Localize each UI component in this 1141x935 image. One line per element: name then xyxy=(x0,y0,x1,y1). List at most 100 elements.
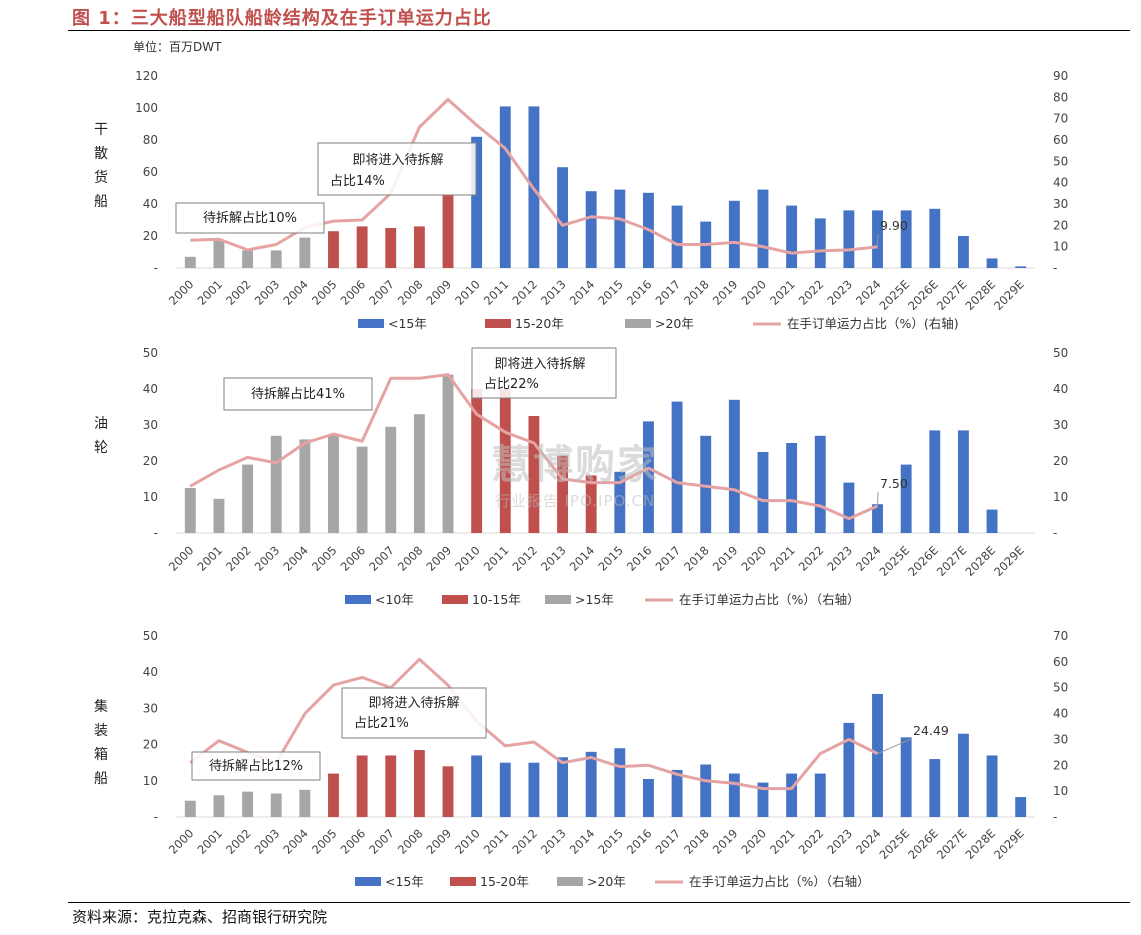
category-label: 2007 xyxy=(366,826,397,857)
bar xyxy=(643,778,654,817)
bar xyxy=(299,237,311,268)
category-label: 2000 xyxy=(166,826,197,857)
bar xyxy=(900,210,912,268)
right-tick-label: - xyxy=(1053,526,1057,540)
bar xyxy=(929,430,941,533)
category-label: 2026E xyxy=(905,826,941,862)
left-tick-label: 20 xyxy=(143,229,158,243)
right-tick-label: 80 xyxy=(1053,90,1068,104)
legend-label: >15年 xyxy=(575,592,614,607)
right-tick-label: 70 xyxy=(1053,112,1068,126)
bar xyxy=(872,504,883,533)
right-tick-label: 60 xyxy=(1053,655,1068,669)
side-label-char: 集 xyxy=(94,699,108,715)
legend-label: 在手订单运力占比（%）（右轴） xyxy=(689,874,870,889)
legend-label: 15-20年 xyxy=(480,874,529,889)
bar xyxy=(900,737,912,817)
bar xyxy=(528,416,540,533)
category-label: 2015 xyxy=(595,826,626,857)
side-label-char: 货 xyxy=(94,170,108,186)
bar xyxy=(413,750,425,817)
right-tick-label: 10 xyxy=(1053,784,1068,798)
left-tick-label: 60 xyxy=(143,165,158,179)
bar xyxy=(242,464,254,533)
right-tick-label: 20 xyxy=(1053,454,1068,468)
bar xyxy=(986,509,998,533)
bar xyxy=(356,755,368,817)
right-tick-label: 60 xyxy=(1053,133,1068,147)
legend-swatch xyxy=(442,595,468,604)
right-tick-label: 50 xyxy=(1053,681,1068,695)
annotation-text: 占比21% xyxy=(354,716,409,731)
bar xyxy=(929,759,941,817)
bar xyxy=(499,389,511,533)
annotation-text: 即将进入待拆解 xyxy=(494,357,585,372)
annotation-box xyxy=(341,687,487,739)
bar xyxy=(499,762,511,817)
bar xyxy=(814,773,826,817)
bar xyxy=(671,401,683,533)
bar xyxy=(728,399,740,533)
bar xyxy=(814,435,826,533)
left-tick-label: 30 xyxy=(143,701,158,715)
left-tick-label: 40 xyxy=(143,665,158,679)
bar xyxy=(614,189,626,268)
orderbook-line xyxy=(189,373,879,521)
bar xyxy=(328,231,339,268)
tanker-chart: -1020304050-1020304050200020012002200320… xyxy=(143,346,1069,607)
bar xyxy=(356,226,368,268)
annotation-box xyxy=(317,142,477,196)
watermark-line2: 行业报告 IPO.IPO.CN xyxy=(494,492,656,510)
legend-swatch xyxy=(625,319,651,328)
annotation-box xyxy=(175,202,325,234)
annotation-text: 即将进入待拆解 xyxy=(368,696,459,711)
bar xyxy=(614,748,626,817)
side-label-char: 船 xyxy=(94,771,108,787)
bar xyxy=(442,766,454,817)
category-label: 2001 xyxy=(194,826,225,857)
category-label: 2010 xyxy=(452,826,483,857)
bar xyxy=(929,208,941,268)
bar xyxy=(671,769,683,817)
bar xyxy=(328,773,339,817)
category-label: 2027E xyxy=(934,826,970,862)
category-label: 2003 xyxy=(252,826,283,857)
bar xyxy=(413,414,425,533)
annotation-box xyxy=(223,377,373,411)
right-tick-label: 40 xyxy=(1053,176,1068,190)
annotation-box xyxy=(471,347,617,399)
bar xyxy=(213,795,225,817)
legend-label: 15-20年 xyxy=(515,316,564,331)
bar xyxy=(757,452,769,533)
annotation-text: 待拆解占比41% xyxy=(251,387,345,402)
bar xyxy=(1015,797,1027,817)
bar xyxy=(184,488,196,533)
bar xyxy=(385,228,397,268)
right-tick-label: - xyxy=(1053,261,1057,275)
watermark-line1: 慧博购家 xyxy=(491,442,659,488)
bar xyxy=(299,439,311,533)
right-tick-label: 20 xyxy=(1053,218,1068,232)
bar xyxy=(1015,266,1027,268)
category-label: 2020 xyxy=(739,826,770,857)
legend-label: >20年 xyxy=(655,316,694,331)
left-tick-label: 40 xyxy=(143,197,158,211)
container-chart: -1020304050-1020304050607020002001200220… xyxy=(143,629,1069,889)
side-label-container: 集 装 箱 船 xyxy=(91,695,111,791)
legend-label: <15年 xyxy=(385,874,424,889)
legend-label: 在手订单运力占比（%）（右轴） xyxy=(679,592,860,607)
bar xyxy=(843,210,855,268)
annotation-text: 即将进入待拆解 xyxy=(352,153,443,168)
bar xyxy=(270,250,282,268)
legend-swatch xyxy=(355,877,381,886)
bar xyxy=(585,191,597,268)
right-tick-label: 30 xyxy=(1053,197,1068,211)
right-tick-label: 10 xyxy=(1053,240,1068,254)
category-label: 2025E xyxy=(877,826,913,862)
right-tick-label: - xyxy=(1053,810,1057,824)
side-label-char: 散 xyxy=(94,146,108,162)
left-tick-label: 50 xyxy=(143,346,158,360)
bar xyxy=(270,793,282,817)
bar xyxy=(585,751,597,817)
bar xyxy=(872,693,883,817)
